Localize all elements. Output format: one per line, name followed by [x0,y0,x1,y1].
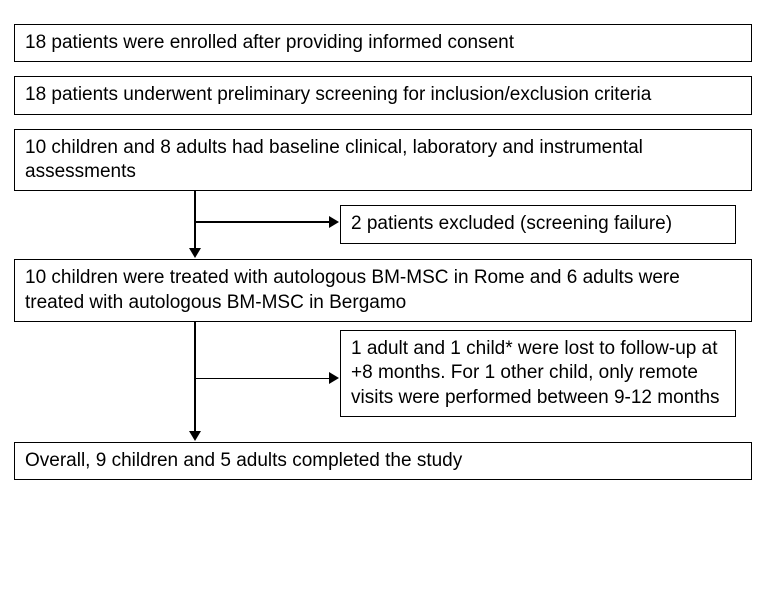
box-treatment: 10 children were treated with autologous… [14,259,752,322]
connector-1: 2 patients excluded (screening failure) [14,191,752,259]
arrowhead-down-icon [189,431,201,441]
spacer [14,62,752,76]
box-screening: 18 patients underwent preliminary screen… [14,76,752,114]
spacer [14,115,752,129]
arrowhead-right-icon [329,216,339,228]
arrow-right [195,221,330,223]
box-enrolled: 18 patients were enrolled after providin… [14,24,752,62]
box-excluded-screening: 2 patients excluded (screening failure) [340,205,736,243]
arrow-right [195,378,330,380]
connector-2: 1 adult and 1 child* were lost to follow… [14,322,752,442]
box-completed: Overall, 9 children and 5 adults complet… [14,442,752,480]
patient-flow-diagram: 18 patients were enrolled after providin… [14,24,752,480]
box-lost-followup: 1 adult and 1 child* were lost to follow… [340,330,736,417]
box-baseline-assessments: 10 children and 8 adults had baseline cl… [14,129,752,192]
arrowhead-down-icon [189,248,201,258]
arrowhead-right-icon [329,372,339,384]
arrow-down [194,191,196,249]
arrow-down [194,322,196,432]
